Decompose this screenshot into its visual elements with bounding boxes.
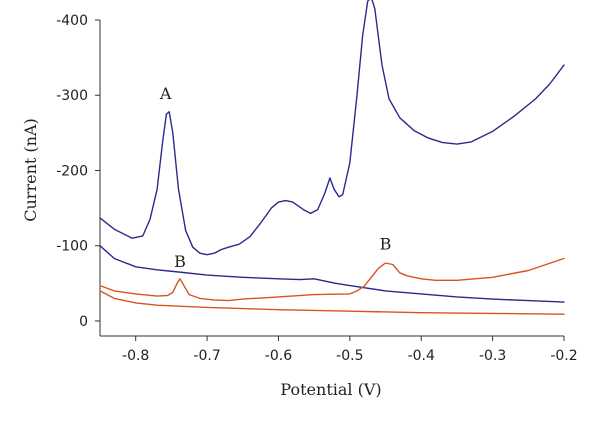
- plot-area: -0.8 -0.7 -0.6 -0.5 -0.4 -0.3 -0.2 -400 -300 -200…: [56, 0, 578, 364]
- x-axis-title: Potential (V): [280, 380, 381, 399]
- x-tick-label: -0.5: [336, 348, 363, 364]
- y-tick-label: -400: [56, 13, 88, 29]
- peak-label-a: A: [359, 0, 372, 1]
- series-line-blue-1: [99, 0, 565, 256]
- peak-label-b: B: [174, 252, 186, 271]
- x-tick-label: -0.7: [193, 348, 220, 364]
- y-tick-label: -100: [56, 239, 88, 255]
- series-line-orange-3: [99, 257, 565, 302]
- y-tick-label: 0: [79, 314, 88, 330]
- x-tick-label: -0.2: [550, 348, 577, 364]
- series-line-blue-2: [99, 245, 565, 303]
- x-tick-label: -0.6: [265, 348, 292, 364]
- x-tick-label: -0.3: [479, 348, 506, 364]
- y-tick-label: -200: [56, 163, 88, 179]
- x-tick-label: -0.4: [408, 348, 435, 364]
- peak-label-b: B: [380, 234, 392, 253]
- peak-label-a: A: [159, 84, 172, 103]
- y-tick-label: -300: [56, 88, 88, 104]
- y-axis-title: Current (nA): [21, 118, 40, 221]
- x-tick-label: -0.8: [122, 348, 149, 364]
- series-line-orange-4: [99, 290, 565, 315]
